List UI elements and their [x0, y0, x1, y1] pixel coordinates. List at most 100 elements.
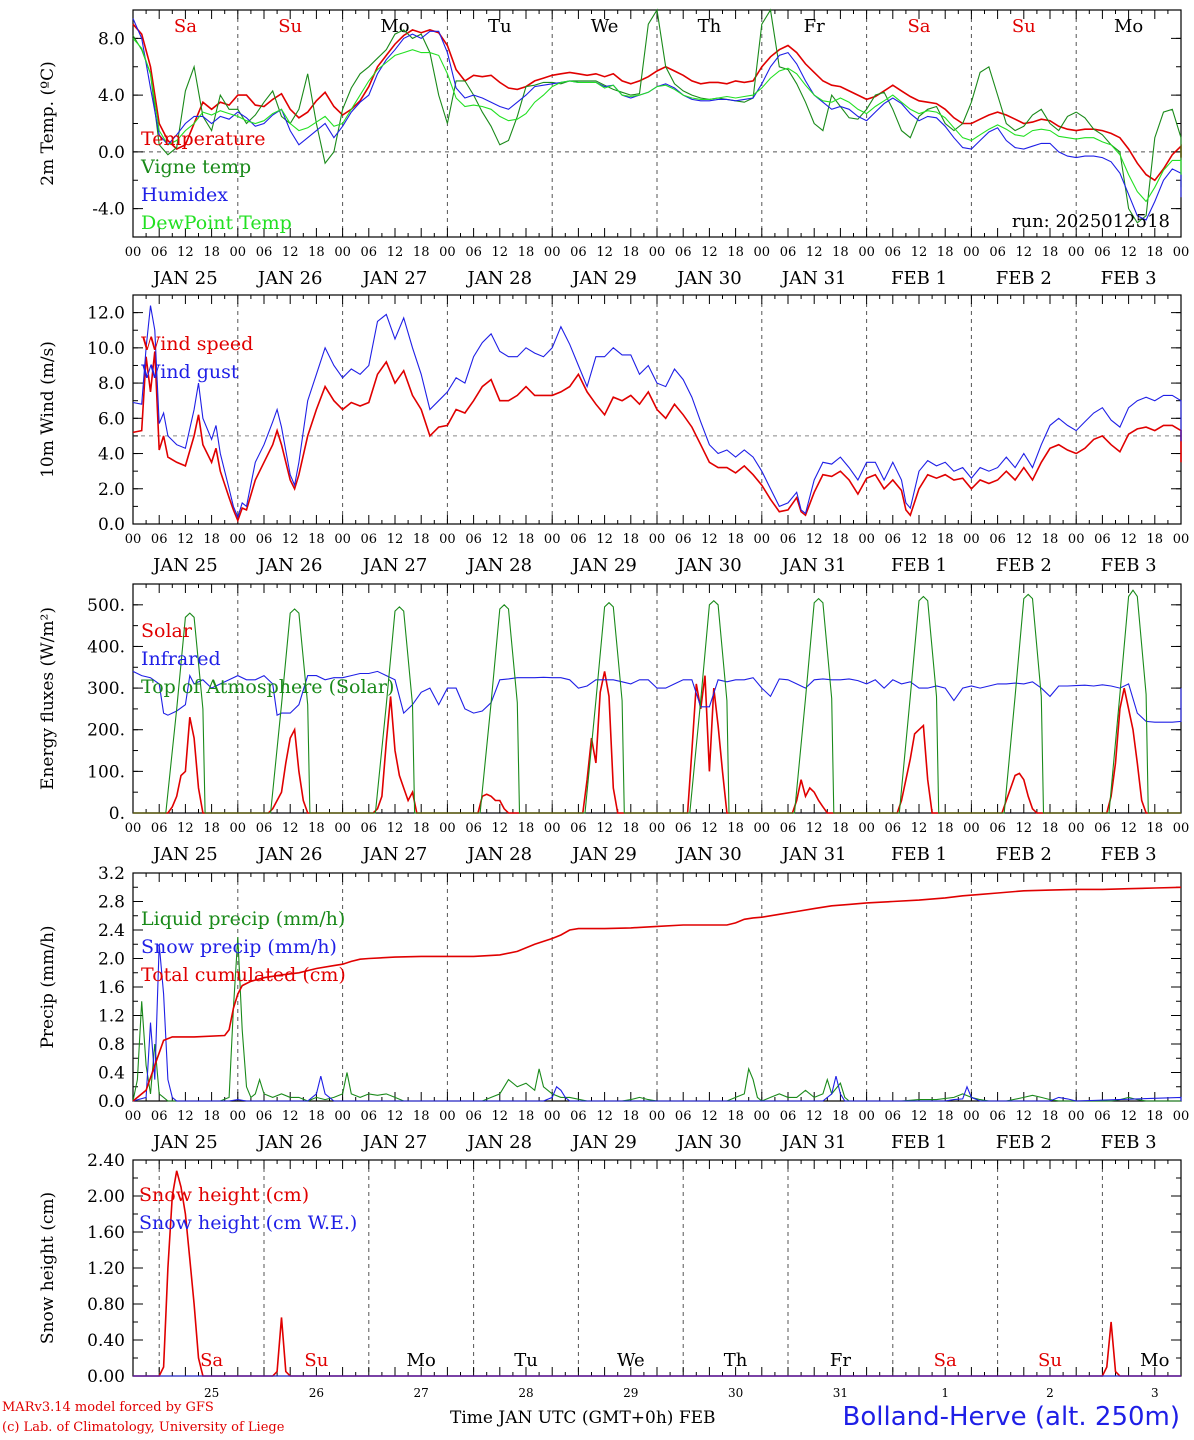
y-tick-label: 0.0: [98, 515, 125, 535]
x-hour-label: 18: [308, 821, 325, 836]
panel-4: 3.2 2.8 2.4 2.0 1.6 1.2 0.8 0.4 0.0 Precip (mm/h)…: [38, 864, 1189, 1153]
x-hour-label: 06: [465, 821, 482, 836]
model-credit: MARv3.14 model forced by GFS: [2, 1400, 214, 1415]
x-hour-label: 18: [203, 821, 220, 836]
x-hour-label: 12: [701, 532, 718, 547]
x-hour-label: 12: [806, 532, 823, 547]
x-date-label: JAN 25: [151, 844, 218, 865]
legend-entry: Total cumulated (cm): [141, 964, 346, 986]
x-hour-label: 00: [649, 532, 666, 547]
x-hour-label: 00: [649, 1109, 666, 1124]
x-hour-label: 18: [623, 821, 640, 836]
x-hour-label: 18: [832, 245, 849, 260]
series-line-wind-speed: [132, 351, 1182, 523]
x-hour-label: 12: [492, 245, 509, 260]
x-hour-label: 12: [282, 245, 299, 260]
day-name-label: We: [617, 1350, 645, 1371]
legend-entry: Solar: [141, 620, 193, 642]
legend-entry: DewPoint Temp: [141, 212, 292, 234]
x-hour-label: 06: [361, 532, 378, 547]
x-hour-label: 12: [596, 821, 613, 836]
y-axis-label: Snow height (cm): [38, 1192, 58, 1344]
x-hour-label: 00: [963, 821, 980, 836]
x-hour-label: 12: [177, 821, 194, 836]
time-axis-title-part2: JAN UTC (GMT+0h): [498, 1408, 674, 1428]
x-hour-label: 12: [387, 532, 404, 547]
x-hour-label: 00: [1068, 821, 1085, 836]
meteogram-chart: 8.04.00.0-4.02m Temp. (ºC)00 06 12 18 00 06 12…: [38, 8, 1189, 1400]
panel-5: 2.40 2.00 1.60 1.20 0.80 0.40 0.00 Snow height …: [38, 1151, 1182, 1400]
y-tick-label: 200.: [87, 721, 125, 741]
x-hour-label: 00: [858, 821, 875, 836]
y-tick-label: 2.40: [87, 1151, 125, 1171]
x-hour-label: 18: [1042, 532, 1059, 547]
x-hour-label: 18: [518, 532, 535, 547]
x-hour-label: 06: [675, 532, 692, 547]
day-name-label: Sa: [907, 16, 930, 37]
x-hour-label: 06: [570, 245, 587, 260]
x-hour-label: 18: [1147, 1109, 1164, 1124]
x-hour-label: 00: [334, 532, 351, 547]
x-hour-label: 06: [1094, 821, 1111, 836]
x-hour-label: 18: [727, 1109, 744, 1124]
x-hour-label: 06: [256, 245, 273, 260]
x-day-number: 28: [518, 1386, 533, 1400]
x-date-label: JAN 28: [466, 555, 533, 576]
x-date-label: JAN 26: [256, 555, 323, 576]
x-hour-label: 00: [963, 532, 980, 547]
x-hour-label: 00: [439, 245, 456, 260]
legend-entry: Vigne temp: [140, 156, 251, 178]
y-tick-label: 500.: [87, 596, 125, 616]
x-hour-label: 18: [832, 1109, 849, 1124]
legend-entry: Snow height (cm): [139, 1184, 309, 1206]
y-tick-label: 0.40: [87, 1331, 125, 1351]
series-line-humidex: [132, 18, 1182, 221]
x-date-label: JAN 28: [466, 268, 533, 289]
x-hour-label: 12: [1120, 532, 1137, 547]
x-hour-label: 00: [230, 821, 247, 836]
x-hour-label: 12: [387, 821, 404, 836]
y-tick-label: 4.0: [98, 445, 125, 465]
x-hour-label: 06: [256, 532, 273, 547]
x-hour-label: 12: [1016, 532, 1033, 547]
series-line-dewpoint-temp: [132, 38, 1182, 203]
x-hour-label: 00: [858, 532, 875, 547]
x-hour-label: 12: [1120, 821, 1137, 836]
x-hour-label: 06: [256, 1109, 273, 1124]
x-hour-label: 06: [780, 532, 797, 547]
x-hour-label: 12: [911, 821, 928, 836]
x-date-label: JAN 30: [675, 1132, 742, 1153]
run-label: run: 2025012518: [1012, 211, 1170, 232]
y-axis-label: Energy fluxes (W/m²): [38, 607, 58, 790]
x-day-number: 1: [941, 1386, 949, 1400]
x-date-label: JAN 26: [256, 268, 323, 289]
x-hour-label: 18: [727, 245, 744, 260]
y-tick-label: 100.: [87, 762, 125, 782]
x-hour-label: 12: [387, 245, 404, 260]
y-tick-label: 6.0: [98, 409, 125, 429]
x-hour-label: 06: [989, 532, 1006, 547]
legend-entry: Snow precip (mm/h): [141, 936, 337, 958]
x-day-number: 27: [414, 1386, 429, 1400]
x-hour-label: 18: [937, 245, 954, 260]
x-hour-label: 06: [151, 1109, 168, 1124]
x-hour-label: 00: [754, 1109, 771, 1124]
x-hour-label: 06: [780, 821, 797, 836]
x-hour-label: 12: [1016, 1109, 1033, 1124]
x-hour-label: 12: [177, 245, 194, 260]
x-hour-label: 12: [701, 821, 718, 836]
x-hour-label: 00: [1173, 1109, 1190, 1124]
x-hour-label: 12: [596, 532, 613, 547]
x-hour-label: 06: [1094, 245, 1111, 260]
x-hour-label: 12: [911, 245, 928, 260]
x-hour-label: 00: [334, 821, 351, 836]
x-date-label: JAN 28: [466, 844, 533, 865]
x-hour-label: 00: [230, 1109, 247, 1124]
y-tick-label: 2.0: [98, 480, 125, 500]
y-tick-label: 1.20: [87, 1259, 125, 1279]
day-name-label: Sa: [200, 1350, 223, 1371]
x-hour-label: 06: [675, 1109, 692, 1124]
x-hour-label: 18: [937, 1109, 954, 1124]
x-hour-label: 18: [623, 532, 640, 547]
series-line-total-cumulated-cm-: [132, 886, 1182, 1102]
